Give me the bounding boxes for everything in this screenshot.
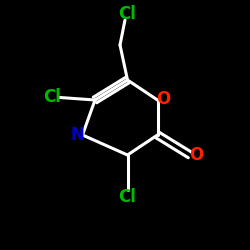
Text: O: O (156, 90, 170, 108)
Text: Cl: Cl (118, 188, 136, 206)
Text: Cl: Cl (44, 88, 62, 106)
Text: O: O (189, 146, 204, 164)
Text: Cl: Cl (118, 5, 136, 23)
Text: N: N (70, 126, 84, 144)
